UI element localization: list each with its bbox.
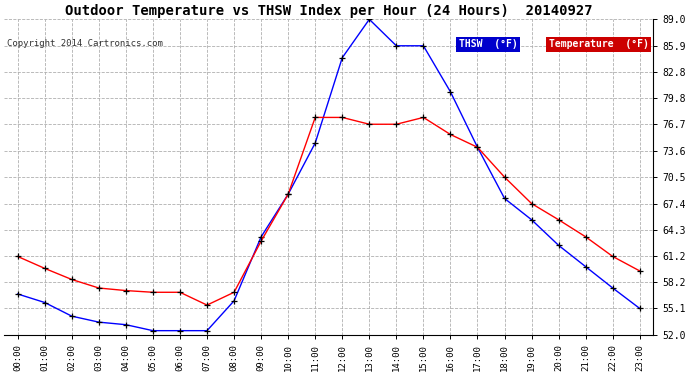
Text: THSW  (°F): THSW (°F)	[459, 39, 518, 50]
Text: Temperature  (°F): Temperature (°F)	[549, 39, 649, 50]
Text: Copyright 2014 Cartronics.com: Copyright 2014 Cartronics.com	[7, 39, 163, 48]
Title: Outdoor Temperature vs THSW Index per Hour (24 Hours)  20140927: Outdoor Temperature vs THSW Index per Ho…	[65, 4, 593, 18]
